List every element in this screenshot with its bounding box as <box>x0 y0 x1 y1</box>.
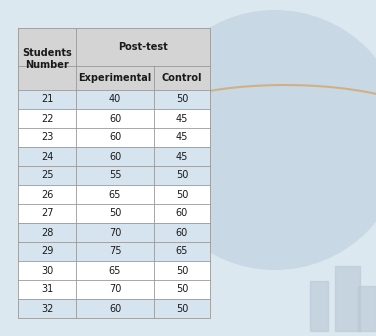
Text: 30: 30 <box>41 265 53 276</box>
Bar <box>18 90 210 109</box>
Text: 60: 60 <box>176 227 188 238</box>
Text: 50: 50 <box>176 94 188 104</box>
Text: 29: 29 <box>41 247 53 256</box>
Text: 75: 75 <box>109 247 121 256</box>
Text: Experimental: Experimental <box>78 73 152 83</box>
Text: 65: 65 <box>109 190 121 200</box>
Text: 45: 45 <box>176 114 188 124</box>
Text: 50: 50 <box>176 265 188 276</box>
Text: 24: 24 <box>41 152 53 162</box>
Text: Control: Control <box>162 73 202 83</box>
Text: 50: 50 <box>176 303 188 313</box>
Bar <box>18 28 210 90</box>
Bar <box>335 266 360 331</box>
Text: 60: 60 <box>109 132 121 142</box>
Circle shape <box>145 10 376 270</box>
Text: 32: 32 <box>41 303 53 313</box>
Text: 50: 50 <box>176 190 188 200</box>
Bar <box>310 281 328 331</box>
Text: 21: 21 <box>41 94 53 104</box>
Bar <box>18 223 210 242</box>
Bar <box>358 286 376 331</box>
Text: 26: 26 <box>41 190 53 200</box>
Text: 55: 55 <box>109 170 121 180</box>
Text: Post-test: Post-test <box>118 42 168 52</box>
Bar <box>18 185 210 204</box>
Text: 50: 50 <box>176 285 188 294</box>
Text: 70: 70 <box>109 227 121 238</box>
Text: 45: 45 <box>176 132 188 142</box>
Text: 65: 65 <box>176 247 188 256</box>
Text: 50: 50 <box>176 170 188 180</box>
Bar <box>18 242 210 261</box>
Text: 70: 70 <box>109 285 121 294</box>
Text: 27: 27 <box>41 209 53 218</box>
Bar <box>18 204 210 223</box>
Text: 50: 50 <box>109 209 121 218</box>
Bar <box>18 280 210 299</box>
Bar <box>18 109 210 128</box>
Text: 65: 65 <box>109 265 121 276</box>
Bar <box>18 299 210 318</box>
Text: 28: 28 <box>41 227 53 238</box>
Text: 31: 31 <box>41 285 53 294</box>
Text: 25: 25 <box>41 170 53 180</box>
Text: 60: 60 <box>109 303 121 313</box>
Bar <box>18 147 210 166</box>
Text: 60: 60 <box>176 209 188 218</box>
Bar <box>18 166 210 185</box>
Text: 40: 40 <box>109 94 121 104</box>
Text: 22: 22 <box>41 114 53 124</box>
Text: Students
Number: Students Number <box>22 48 72 70</box>
Text: 60: 60 <box>109 152 121 162</box>
Text: 45: 45 <box>176 152 188 162</box>
Bar <box>18 128 210 147</box>
Text: 60: 60 <box>109 114 121 124</box>
Text: 23: 23 <box>41 132 53 142</box>
Bar <box>18 261 210 280</box>
